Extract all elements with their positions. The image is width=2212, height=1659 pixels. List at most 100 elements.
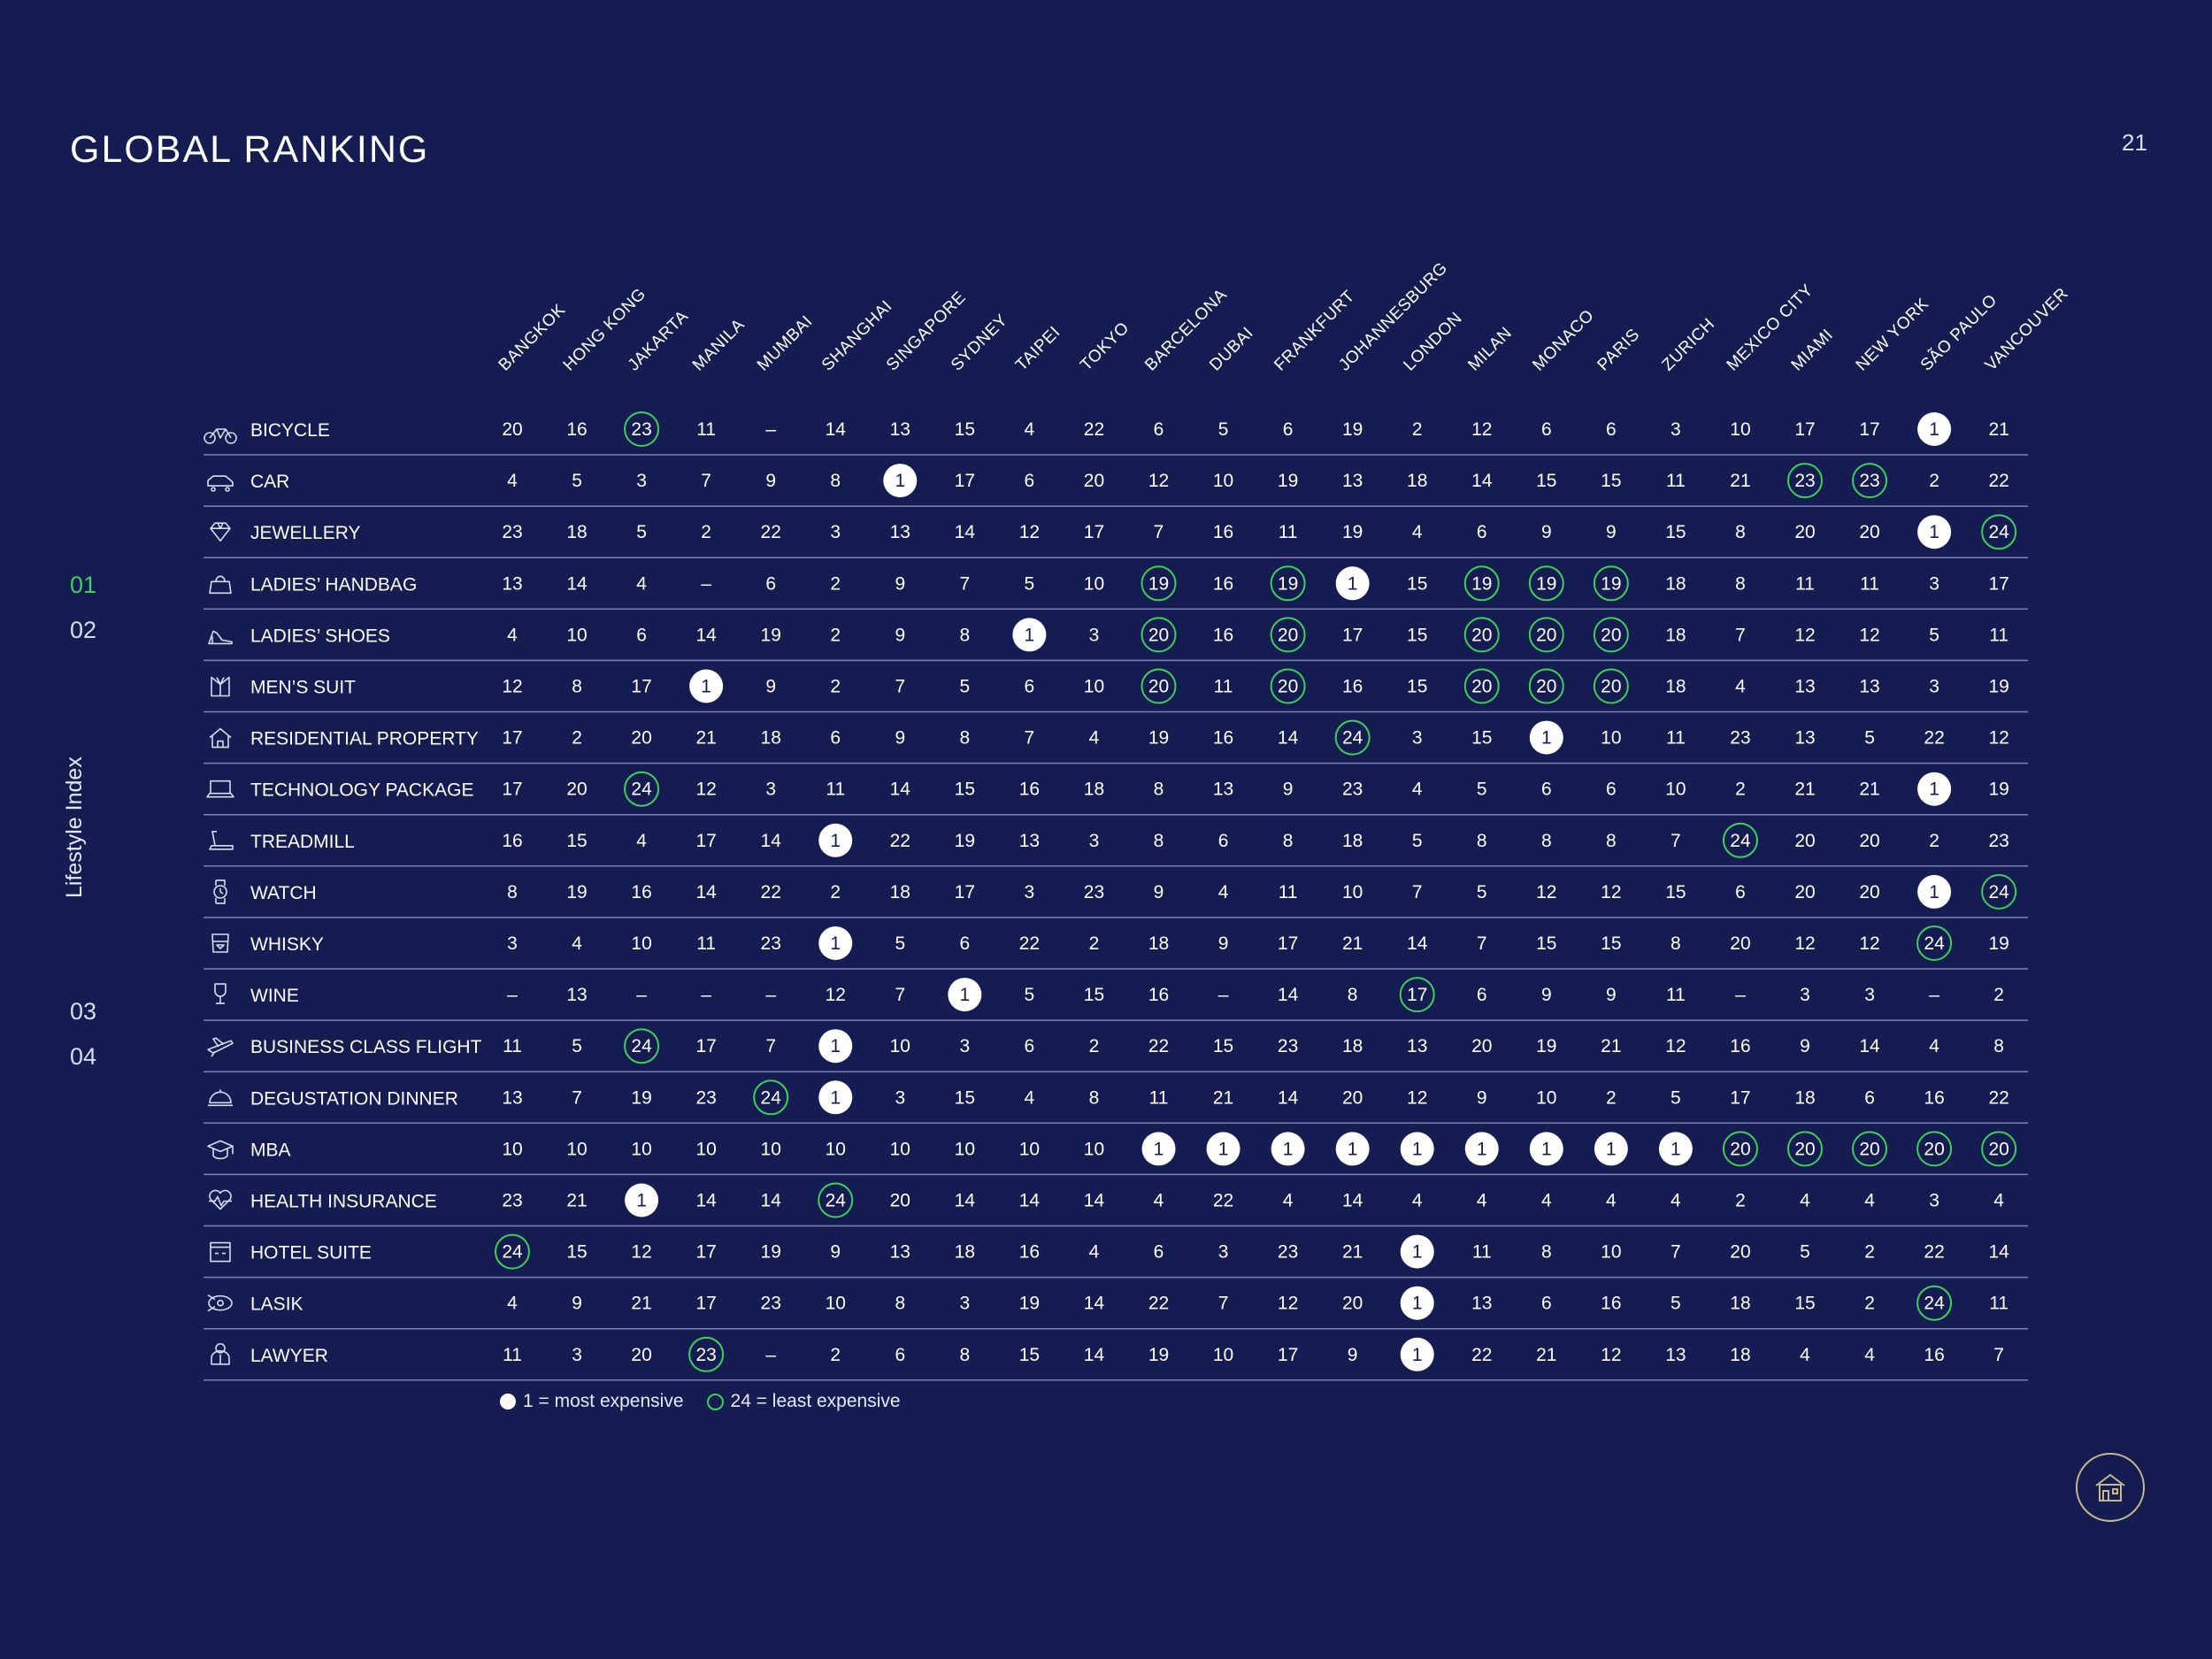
table-cell: 1	[830, 831, 841, 851]
table-cell: 5	[1671, 1294, 1681, 1314]
nav-item-02[interactable]: 02	[70, 617, 97, 643]
least-expensive-marker	[1722, 1131, 1758, 1167]
table-cell: 21	[1988, 419, 2008, 440]
table-cell: 10	[695, 1139, 716, 1159]
nav-item-04[interactable]: 04	[70, 1043, 97, 1070]
table-cell: 1	[1154, 1139, 1164, 1159]
table-cell: 5	[1671, 1087, 1681, 1108]
table-cell: 3	[636, 471, 647, 491]
table-cell: 13	[1342, 471, 1363, 491]
table-cell: 19	[1342, 419, 1363, 440]
table-cell: 13	[1213, 780, 1233, 800]
table-cell: 23	[1278, 1242, 1298, 1263]
table-cell: 7	[1993, 1345, 2004, 1365]
table-cell: 9	[1800, 1036, 1810, 1056]
table-cell: –	[765, 1345, 776, 1365]
least-expensive-marker	[1399, 977, 1435, 1013]
table-cell: 4	[1735, 677, 1746, 697]
table-cell: 4	[1025, 419, 1035, 440]
table-cell: 18	[1730, 1294, 1750, 1314]
table-cell: 10	[1084, 677, 1104, 697]
table-cell: 12	[1859, 625, 1879, 645]
least-expensive-marker	[1141, 668, 1177, 704]
table-cell: 14	[1084, 1191, 1105, 1211]
table-cell: 8	[572, 677, 582, 697]
table-cell: 17	[1794, 419, 1815, 440]
least-expensive-marker	[1141, 617, 1177, 653]
table-cell: 7	[572, 1087, 582, 1108]
least-expensive-marker	[1916, 1285, 1953, 1321]
least-expensive-marker	[1981, 873, 2017, 910]
table-cell: 16	[1730, 1036, 1750, 1056]
table-cell: 17	[1342, 625, 1363, 645]
table-cell: 20	[1988, 1139, 2008, 1159]
table-cell: 8	[895, 1294, 905, 1314]
hotel-icon	[210, 1241, 231, 1263]
most-expensive-marker	[818, 926, 853, 960]
table-cell: 21	[1213, 1087, 1233, 1108]
nav-item-01[interactable]: 01	[70, 572, 97, 598]
table-cell: 17	[1084, 522, 1104, 542]
table-cell: 17	[1278, 1345, 1298, 1365]
table-cell: 3	[765, 780, 776, 800]
legend-least-label: 24 = least expensive	[730, 1391, 901, 1411]
table-cell: 1	[830, 933, 841, 954]
table-cell: 2	[1412, 419, 1423, 440]
table-cell: 4	[1218, 882, 1229, 902]
table-cell: 13	[1665, 1345, 1686, 1365]
nav-item-03[interactable]: 03	[70, 998, 97, 1025]
table-cell: 1	[1412, 1345, 1423, 1365]
table-cell: 14	[1988, 1242, 2009, 1263]
least-expensive-marker	[1787, 463, 1823, 499]
table-cell: 4	[507, 1294, 518, 1314]
table-cell: 21	[631, 1294, 651, 1314]
treadmill-icon	[209, 830, 234, 850]
table-cell: 8	[960, 728, 971, 749]
table-cell: 24	[1988, 522, 2009, 542]
table-cell: 23	[1730, 728, 1750, 749]
row-label: CAR	[250, 472, 289, 492]
table-cell: 4	[1412, 780, 1423, 800]
table-cell: 10	[1084, 1139, 1104, 1159]
table-cell: 12	[1859, 933, 1879, 954]
row-label: RESIDENTIAL PROPERTY	[250, 729, 479, 749]
table-cell: 8	[830, 471, 841, 491]
table-cell: 16	[1019, 780, 1040, 800]
table-cell: 14	[695, 1191, 717, 1211]
table-cell: 13	[1407, 1036, 1427, 1056]
table-cell: 8	[1671, 933, 1681, 954]
table-cell: 2	[830, 625, 841, 645]
row-label: LADIES’ SHOES	[250, 626, 390, 646]
table-cell: 16	[1213, 522, 1233, 542]
table-cell: 14	[1342, 1191, 1363, 1211]
table-cell: 20	[1730, 1242, 1750, 1263]
table-cell: 6	[1154, 419, 1164, 440]
least-expensive-marker	[1722, 822, 1758, 858]
table-cell: 10	[890, 1139, 910, 1159]
table-cell: –	[1735, 985, 1746, 1005]
home-button[interactable]	[2076, 1453, 2145, 1522]
table-cell: 12	[1794, 625, 1815, 645]
column-header: DUBAI	[1206, 324, 1257, 375]
table-cell: 23	[1084, 882, 1104, 902]
table-cell: 19	[566, 882, 587, 902]
most-expensive-marker	[818, 1080, 853, 1115]
table-cell: 1	[1929, 522, 1939, 542]
table-cell: 15	[955, 419, 975, 440]
table-cell: 20	[1730, 1139, 1750, 1159]
table-cell: 23	[761, 1294, 781, 1314]
table-cell: 23	[1342, 780, 1363, 800]
table-cell: 11	[503, 1036, 522, 1056]
laptop-icon	[206, 780, 234, 798]
table-cell: 9	[1154, 882, 1164, 902]
heartbeat-icon	[209, 1189, 232, 1210]
table-cell: 2	[1606, 1087, 1617, 1108]
table-cell: 6	[1864, 1087, 1875, 1108]
table-cell: 16	[1213, 625, 1233, 645]
table-cell: 14	[1084, 1345, 1105, 1365]
handbag-icon	[209, 575, 232, 595]
table-cell: 15	[1794, 1294, 1815, 1314]
table-cell: 21	[1730, 471, 1750, 491]
table-cell: 1	[701, 677, 711, 697]
table-cell: 15	[1665, 522, 1686, 542]
